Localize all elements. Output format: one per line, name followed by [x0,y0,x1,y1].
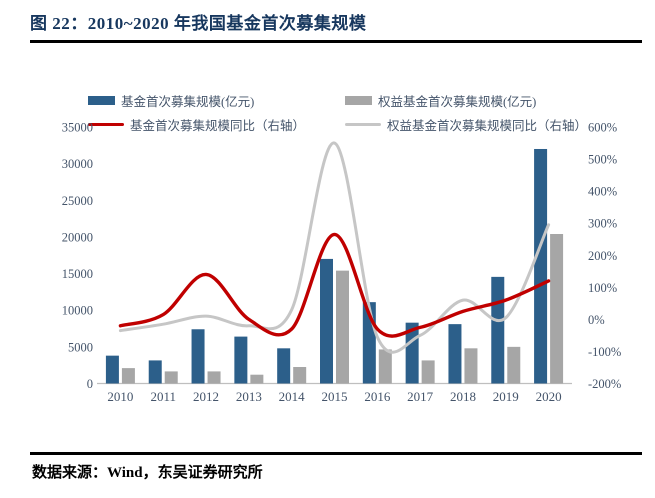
bar-2012-s0 [191,329,205,384]
bar-series-0 [105,148,548,384]
data-source: 数据来源：Wind，东吴证券研究所 [32,465,263,481]
bar-2015-s1 [336,270,349,384]
figure-title: 图 22：2010~2020 年我国基金首次募集规模 [30,14,367,33]
bar-2014-s1 [293,367,307,384]
bar-series-1 [121,233,564,384]
bar-2011-s1 [164,371,178,384]
right-axis-tick: 300% [588,217,617,231]
left-axis-tick: 25000 [62,194,93,208]
x-axis-label: 2017 [407,389,434,404]
bar-2018-s1 [464,348,478,384]
legend-label: 权益基金首次募集规模同比（右轴） [387,119,588,133]
x-axis-label: 2015 [322,389,348,404]
left-axis-tick: 5000 [68,340,93,354]
x-axis-label: 2019 [493,389,519,404]
x-axis-label: 2018 [450,389,476,404]
bar-2013-s1 [250,374,264,384]
bar-2017-s1 [421,360,435,384]
right-axis-tick: 100% [588,281,617,295]
title-divider [30,40,642,43]
legend-line-swatch [345,122,381,127]
line-fund-yoy [118,232,551,338]
bar-2012-s1 [207,371,221,384]
x-axis-label: 2016 [364,389,391,404]
left-axis-tick: 10000 [62,304,93,318]
right-axis-tick: 500% [588,153,617,167]
left-axis-tick: 15000 [62,267,93,281]
legend-label: 基金首次募集规模同比（右轴） [130,119,306,133]
legend-item-3: 权益基金首次募集规模同比（右轴） [345,115,587,134]
legend-item-1: 权益基金首次募集规模(亿元) [345,91,536,110]
right-axis-tick: 600% [588,121,617,135]
x-axis-label: 2010 [107,389,133,404]
left-axis-tick: 0 [87,377,93,391]
legend-label: 基金首次募集规模(亿元) [121,95,255,109]
legend-bar-swatch [88,96,115,105]
legend-line-swatch [88,122,124,127]
bar-2013-s0 [234,336,248,384]
line-equity-yoy [118,141,551,354]
bar-2018-s0 [448,324,462,384]
legend-item-0: 基金首次募集规模(亿元) [88,91,254,110]
bar-2020-s1 [550,233,564,384]
legend-label: 权益基金首次募集规模(亿元) [378,95,537,109]
source-divider [30,452,642,455]
x-axis-label: 2013 [236,389,262,404]
x-axis-label: 2012 [193,389,219,404]
right-axis-tick: -200% [588,377,621,391]
bar-2020-s0 [534,148,548,384]
bar-2010-s0 [105,355,119,384]
bar-2016-s1 [378,349,392,384]
right-axis-tick: 200% [588,249,617,263]
right-axis-tick: -100% [588,345,621,359]
legend-bar-swatch [345,96,372,105]
x-axis-label: 2014 [279,389,306,404]
bar-2011-s0 [148,360,162,384]
bar-2019-s0 [491,276,505,384]
left-axis-tick: 20000 [62,230,93,244]
bar-2014-s0 [277,348,291,384]
bar-2019-s1 [507,346,521,384]
left-axis-tick: 30000 [62,157,93,171]
right-axis-tick: 400% [588,185,617,199]
x-axis-label: 2020 [536,389,562,404]
left-axis-tick: 35000 [62,121,93,135]
bar-2010-s1 [121,368,135,384]
bar-2015-s0 [320,258,333,384]
legend-item-2: 基金首次募集规模同比（右轴） [88,115,305,134]
right-axis-tick: 0% [588,313,605,327]
x-axis-label: 2011 [150,389,176,404]
